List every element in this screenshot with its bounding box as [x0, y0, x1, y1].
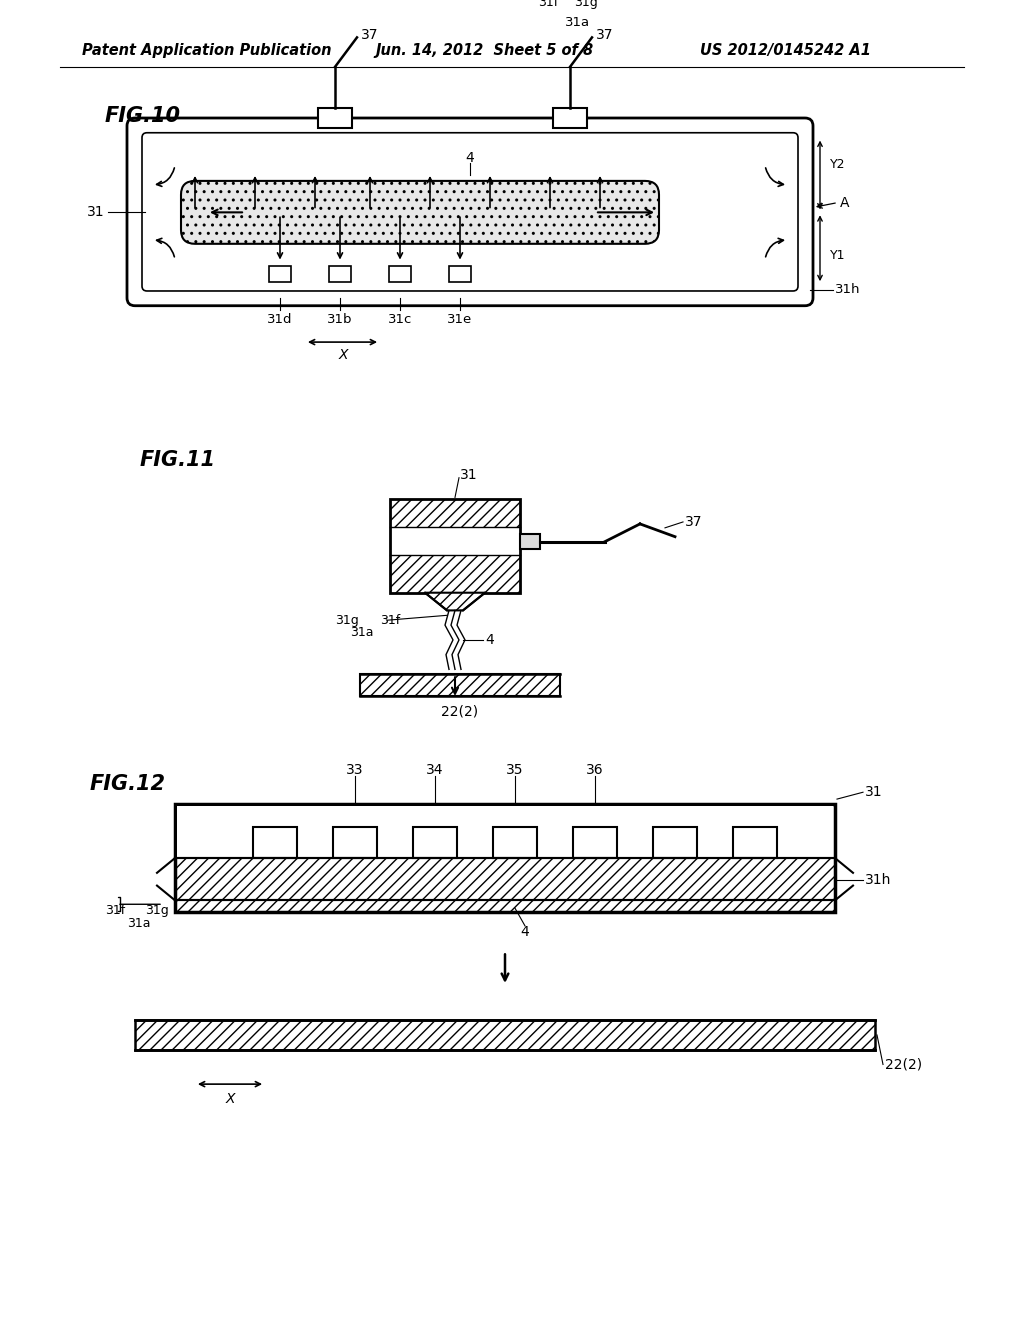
Bar	[175, 858, 835, 900]
Bar	[390, 499, 520, 527]
Bar	[394, 527, 516, 556]
FancyBboxPatch shape	[142, 133, 798, 290]
Text: 31g: 31g	[574, 0, 598, 8]
Text: 31f: 31f	[538, 0, 558, 8]
Bar	[318, 108, 352, 128]
FancyBboxPatch shape	[181, 181, 659, 244]
Bar	[653, 826, 697, 858]
Bar	[390, 556, 520, 593]
Text: 31: 31	[87, 206, 105, 219]
Bar	[135, 1020, 874, 1049]
Text: 33: 33	[346, 763, 364, 776]
Bar	[360, 675, 560, 696]
Text: 31h: 31h	[835, 284, 860, 297]
Text: Y1: Y1	[830, 249, 846, 263]
Text: 37: 37	[361, 29, 379, 42]
Text: 4: 4	[466, 152, 474, 165]
Bar	[333, 826, 377, 858]
Text: 37: 37	[685, 515, 702, 529]
Bar	[520, 533, 540, 549]
Text: 36: 36	[586, 763, 604, 776]
Text: 31d: 31d	[267, 313, 293, 326]
Text: X: X	[338, 348, 348, 362]
Bar	[449, 267, 471, 282]
Text: 31g: 31g	[145, 904, 169, 916]
Bar	[413, 826, 457, 858]
Text: 22(2): 22(2)	[885, 1057, 923, 1072]
Text: 31c: 31c	[388, 313, 413, 326]
Bar	[553, 108, 587, 128]
Bar	[329, 267, 351, 282]
Text: Y2: Y2	[830, 157, 846, 170]
Text: 31f: 31f	[380, 614, 400, 627]
Text: US 2012/0145242 A1: US 2012/0145242 A1	[700, 42, 870, 58]
Bar	[175, 900, 835, 912]
Bar	[253, 826, 297, 858]
Bar	[177, 807, 833, 858]
Text: FIG.11: FIG.11	[140, 450, 216, 470]
Text: 31e: 31e	[447, 313, 473, 326]
Text: FIG.10: FIG.10	[105, 106, 181, 125]
Text: 31: 31	[865, 785, 883, 799]
Bar	[389, 267, 411, 282]
Text: 31h: 31h	[865, 873, 891, 887]
Bar	[175, 804, 835, 912]
Text: 31a: 31a	[350, 626, 374, 639]
Text: FIG.12: FIG.12	[90, 775, 166, 795]
Bar	[269, 267, 291, 282]
Bar	[493, 826, 537, 858]
Text: 31b: 31b	[328, 313, 352, 326]
Text: 35: 35	[506, 763, 523, 776]
Text: 31: 31	[460, 467, 477, 482]
FancyBboxPatch shape	[127, 117, 813, 306]
Text: 4: 4	[485, 632, 494, 647]
Text: 31g: 31g	[335, 614, 358, 627]
Bar	[573, 826, 617, 858]
Text: Patent Application Publication: Patent Application Publication	[82, 42, 332, 58]
Text: 22(2): 22(2)	[441, 705, 478, 718]
Bar	[733, 826, 777, 858]
Text: 31a: 31a	[127, 917, 151, 931]
Text: 34: 34	[426, 763, 443, 776]
Text: 4: 4	[520, 925, 529, 939]
Text: A: A	[840, 195, 850, 210]
Text: 31a: 31a	[565, 16, 590, 29]
Text: X: X	[225, 1092, 234, 1106]
Text: 37: 37	[596, 29, 613, 42]
Polygon shape	[425, 593, 485, 610]
Bar	[390, 499, 520, 593]
Text: 31f: 31f	[105, 904, 125, 916]
Text: Jun. 14, 2012  Sheet 5 of 8: Jun. 14, 2012 Sheet 5 of 8	[375, 42, 593, 58]
